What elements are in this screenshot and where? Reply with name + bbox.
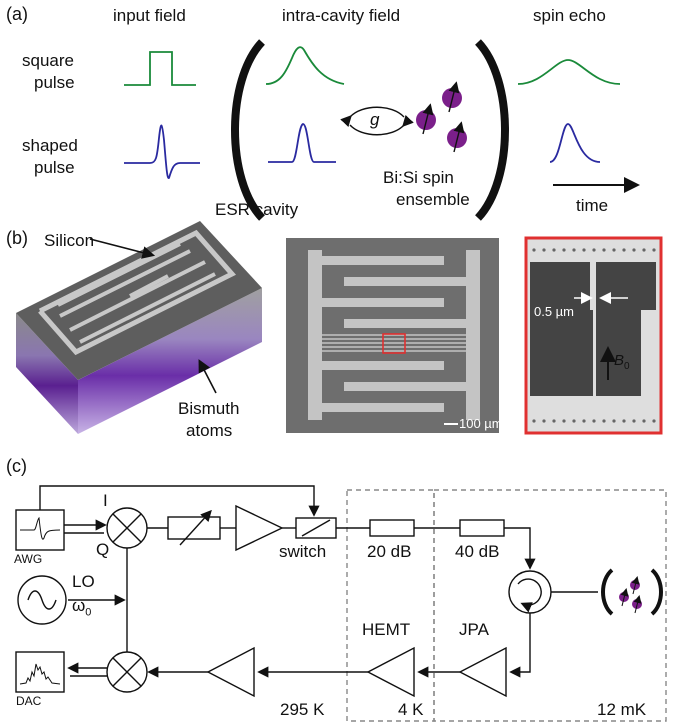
panel-a-label: (a) xyxy=(6,4,28,24)
coupling-arrow-top xyxy=(340,106,405,127)
stage-4k-label: 4 K xyxy=(398,700,424,719)
hemt-label: HEMT xyxy=(362,620,411,639)
panel-b-label: (b) xyxy=(6,228,28,248)
panel-c-label: (c) xyxy=(6,456,27,476)
row-shaped-line1: shaped xyxy=(22,136,78,155)
square-input-pulse xyxy=(124,51,196,86)
switch-label: switch xyxy=(279,542,327,561)
intra-square-response xyxy=(265,46,345,85)
attenuator-40db xyxy=(459,519,505,537)
coupling-arrow-bottom xyxy=(349,115,414,136)
lower-mixer xyxy=(106,651,148,693)
coupling-g: g xyxy=(370,110,380,129)
row-square-line1: square xyxy=(22,51,74,70)
silicon-chip-3d xyxy=(16,221,262,434)
intra-shaped-response xyxy=(268,123,336,163)
silicon-pointer xyxy=(89,238,156,259)
spin-ensemble-line2: ensemble xyxy=(396,190,470,209)
bismuth-label-line2: atoms xyxy=(186,421,233,440)
q-label: Q xyxy=(96,540,110,559)
omega-label: ω0 xyxy=(72,596,92,619)
spin-ensemble xyxy=(416,88,467,148)
scale-bar-label: 100 µm xyxy=(459,416,503,431)
stage-12mk-box xyxy=(433,489,667,722)
column-intra-cavity-field: intra-cavity field xyxy=(282,6,401,25)
row-shaped-line2: pulse xyxy=(34,158,75,177)
column-spin-echo: spin echo xyxy=(533,6,606,25)
right-paren xyxy=(474,39,509,221)
upper-mixer xyxy=(106,507,148,549)
column-input-field: input field xyxy=(113,6,186,25)
shaped-input-pulse xyxy=(124,124,200,179)
field-label: B0 xyxy=(614,352,630,372)
echo-shaped xyxy=(549,123,601,163)
silicon-label: Silicon xyxy=(44,231,95,250)
room-amplifier-in xyxy=(206,646,255,698)
dac-box xyxy=(15,651,65,693)
awg-label: AWG xyxy=(14,552,43,566)
esr-cavity-label: ESR cavity xyxy=(215,200,299,219)
jpa-label: JPA xyxy=(459,620,489,639)
lo-label: LO xyxy=(72,572,95,591)
attenuator-20db xyxy=(369,519,415,537)
attenuator-20db-label: 20 dB xyxy=(367,542,412,561)
dac-label: DAC xyxy=(16,694,42,708)
zoom-inset xyxy=(524,236,663,435)
spin-ensemble-line1: Bi:Si spin xyxy=(383,168,454,187)
jpa-amplifier xyxy=(458,646,507,698)
hemt-amplifier xyxy=(366,646,415,698)
variable-attenuator xyxy=(167,516,221,540)
attenuator-40db-label: 40 dB xyxy=(455,542,500,561)
time-label: time xyxy=(576,196,609,215)
left-paren xyxy=(231,39,266,221)
bismuth-label-line1: Bismuth xyxy=(178,399,240,418)
row-square-line2: pulse xyxy=(34,73,75,92)
echo-square xyxy=(517,59,621,85)
micrograph xyxy=(286,238,499,433)
circulator xyxy=(508,570,552,614)
gap-label: 0.5 µm xyxy=(534,304,575,319)
bismuth-pointer xyxy=(198,359,217,394)
stage-12mk-label: 12 mK xyxy=(597,700,647,719)
room-amplifier-out xyxy=(235,504,284,552)
i-label: I xyxy=(103,491,108,510)
stage-295k-label: 295 K xyxy=(280,700,325,719)
